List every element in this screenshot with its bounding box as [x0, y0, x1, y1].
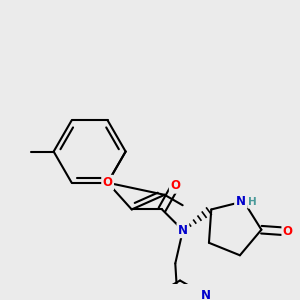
Text: N: N [178, 224, 188, 237]
Text: N: N [201, 289, 211, 300]
Text: N: N [236, 195, 246, 208]
Text: H: H [248, 197, 257, 207]
Text: O: O [283, 225, 293, 238]
Text: O: O [170, 179, 180, 192]
Text: O: O [103, 176, 112, 189]
